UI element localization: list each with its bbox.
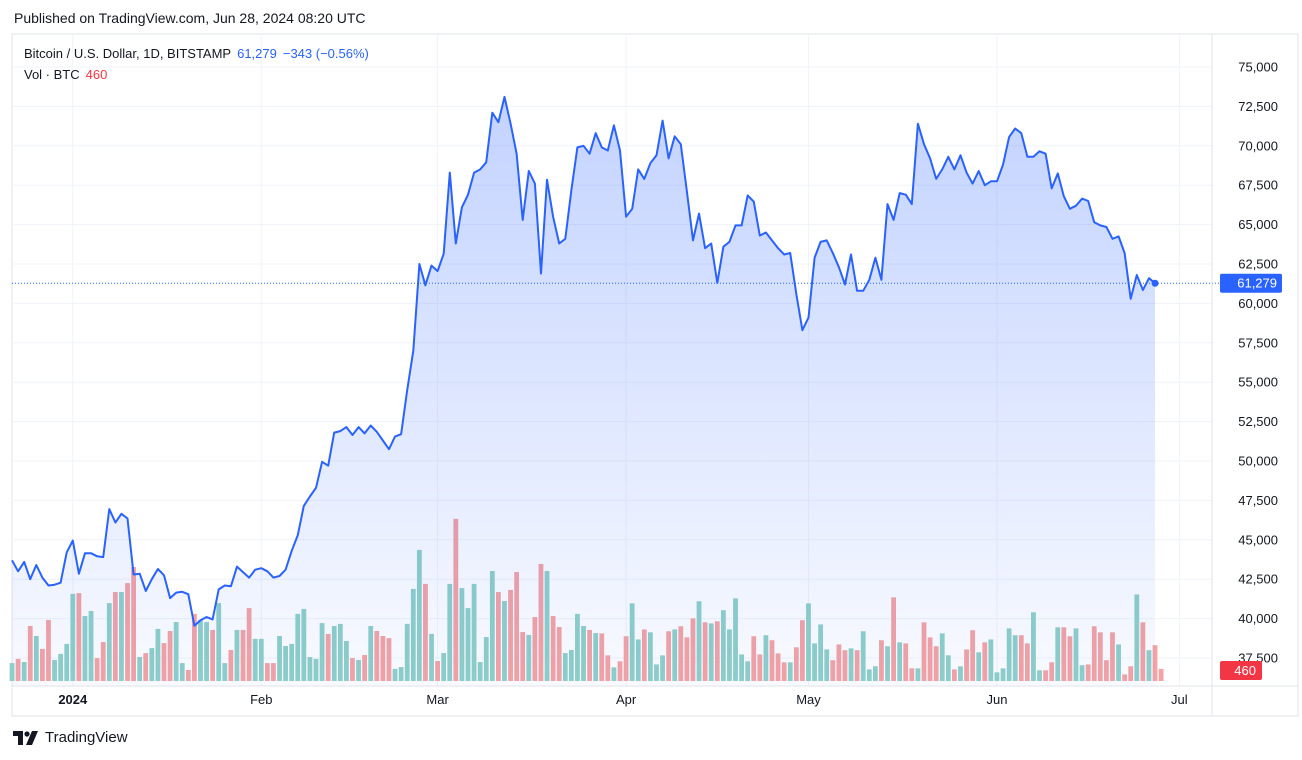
symbol-legend[interactable]: Bitcoin / U.S. Dollar, 1D, BITSTAMP 61,27…: [24, 46, 369, 61]
time-axis[interactable]: 2024 Feb Mar Apr May Jun Jul: [58, 692, 1187, 707]
y-tick-label: 60,000: [1238, 296, 1278, 311]
y-tick-label: 42,500: [1238, 572, 1278, 587]
tradingview-brand-text: TradingView: [45, 729, 128, 746]
volume-bar: [1152, 645, 1158, 681]
x-tick-label: 2024: [58, 692, 88, 707]
last-price-badge: 61,279: [1220, 273, 1282, 293]
volume-value: 460: [85, 67, 108, 82]
y-tick-label: 57,500: [1238, 335, 1278, 350]
x-tick-label: Mar: [426, 692, 449, 707]
y-tick-label: 52,500: [1238, 414, 1278, 429]
last-volume-badge: 460: [1220, 661, 1262, 680]
price-change: −343 (−0.56%): [282, 46, 369, 61]
published-caption: Published on TradingView.com, Jun 28, 20…: [14, 10, 366, 26]
y-tick-label: 45,000: [1238, 532, 1278, 547]
last-price-dot: [1151, 279, 1159, 287]
y-tick-label: 62,500: [1238, 257, 1278, 272]
y-tick-label: 50,000: [1238, 454, 1278, 469]
y-tick-label: 70,000: [1238, 138, 1278, 153]
symbol-title: Bitcoin / U.S. Dollar, 1D, BITSTAMP: [24, 46, 232, 61]
x-tick-label: Apr: [616, 692, 637, 707]
tradingview-logo-icon: [13, 730, 38, 745]
price-area: [12, 96, 1155, 686]
last-price: 61,279: [237, 46, 277, 61]
y-tick-label: 72,500: [1238, 99, 1278, 114]
tradingview-branding[interactable]: TradingView: [13, 729, 128, 746]
y-tick-label: 67,500: [1238, 178, 1278, 193]
x-tick-label: Feb: [250, 692, 272, 707]
y-tick-label: 75,000: [1238, 60, 1278, 75]
y-tick-label: 55,000: [1238, 375, 1278, 390]
volume-legend[interactable]: Vol · BTC 460: [24, 67, 107, 82]
last-volume-label: 460: [1234, 663, 1256, 678]
price-axis[interactable]: 37,50040,00042,50045,00047,50050,00052,5…: [1238, 60, 1278, 666]
x-tick-label: Jul: [1171, 692, 1188, 707]
volume-bar: [1158, 668, 1164, 681]
x-tick-label: May: [796, 692, 821, 707]
last-price-label: 61,279: [1237, 276, 1277, 291]
x-tick-label: Jun: [986, 692, 1007, 707]
chart-frame: [11, 33, 1299, 717]
price-line: [11, 95, 1156, 627]
y-tick-label: 65,000: [1238, 217, 1278, 232]
y-tick-label: 47,500: [1238, 493, 1278, 508]
volume-title: Vol · BTC: [24, 67, 80, 82]
y-tick-label: 40,000: [1238, 611, 1278, 626]
